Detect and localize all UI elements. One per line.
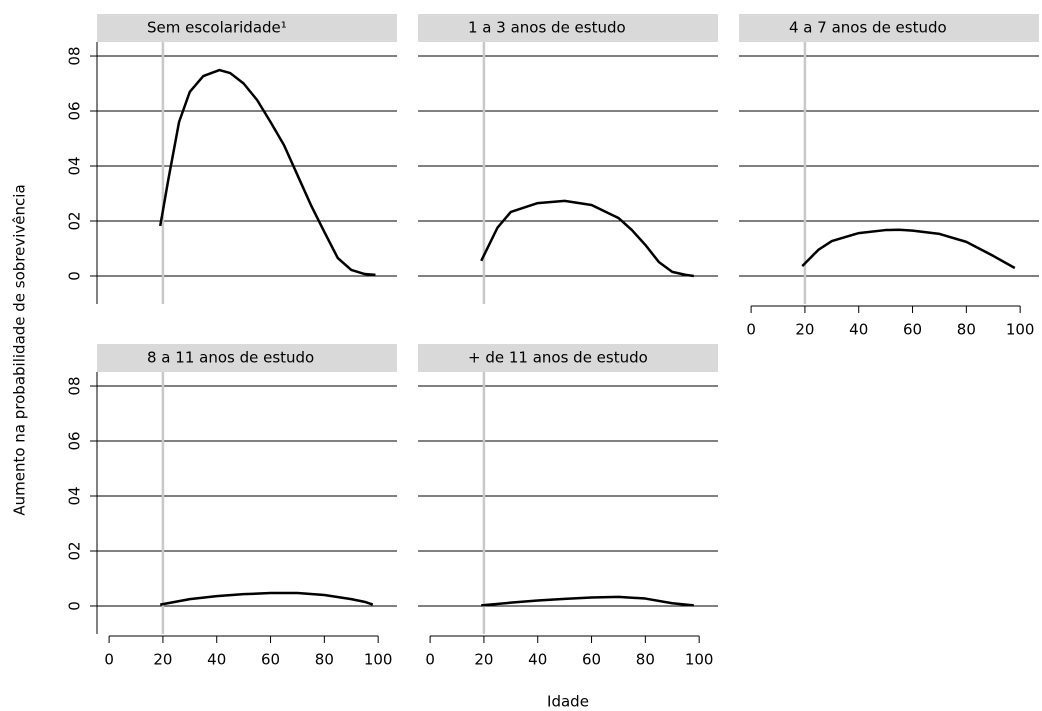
panel-strip [418,344,718,372]
x-tick-label: 80 [315,651,334,669]
y-tick-label: 08 [66,46,84,65]
x-tick-label: 20 [153,651,172,669]
x-tick-label: 100 [685,651,714,669]
panel-title: + de 11 anos de estudo [468,349,648,367]
panel-strip [418,14,718,42]
data-line [158,68,376,277]
x-tick-label: 40 [849,321,868,339]
x-tick-label: 0 [746,321,756,339]
y-tick-label: 06 [66,101,84,120]
x-axis-label: Idade [547,693,589,711]
panel-strip [739,14,1039,42]
y-tick-label: 0 [66,601,84,611]
y-tick-label: 02 [66,541,84,560]
x-tick-label: 0 [104,651,114,669]
panel-title: 4 a 7 anos de estudo [789,19,947,37]
x-tick-label: 60 [582,651,601,669]
x-tick-label: 80 [636,651,655,669]
x-tick-label: 60 [261,651,280,669]
y-tick-label: 02 [66,211,84,230]
data-line [801,228,1016,270]
y-axis-label: Aumento na probabilidade de sobrevivênci… [11,184,29,515]
x-tick-label: 60 [903,321,922,339]
x-tick-label: 100 [364,651,393,669]
panel-title: 8 a 11 anos de estudo [147,349,314,367]
y-tick-label: 04 [66,156,84,175]
panel-strip [97,344,397,372]
panel-title: Sem escolaridade¹ [147,19,287,37]
y-tick-label: 04 [66,486,84,505]
x-tick-label: 20 [474,651,493,669]
x-tick-label: 0 [425,651,435,669]
y-tick-label: 06 [66,431,84,450]
y-tick-label: 0 [66,271,84,281]
x-tick-label: 40 [207,651,226,669]
data-line [160,591,374,606]
x-tick-label: 20 [795,321,814,339]
data-line [481,595,694,607]
panel-title: 1 a 3 anos de estudo [468,19,626,37]
y-tick-label: 08 [66,376,84,395]
x-tick-label: 80 [957,321,976,339]
data-line [480,199,694,278]
x-tick-label: 100 [1006,321,1035,339]
panel-strip [97,14,397,42]
x-tick-label: 40 [528,651,547,669]
